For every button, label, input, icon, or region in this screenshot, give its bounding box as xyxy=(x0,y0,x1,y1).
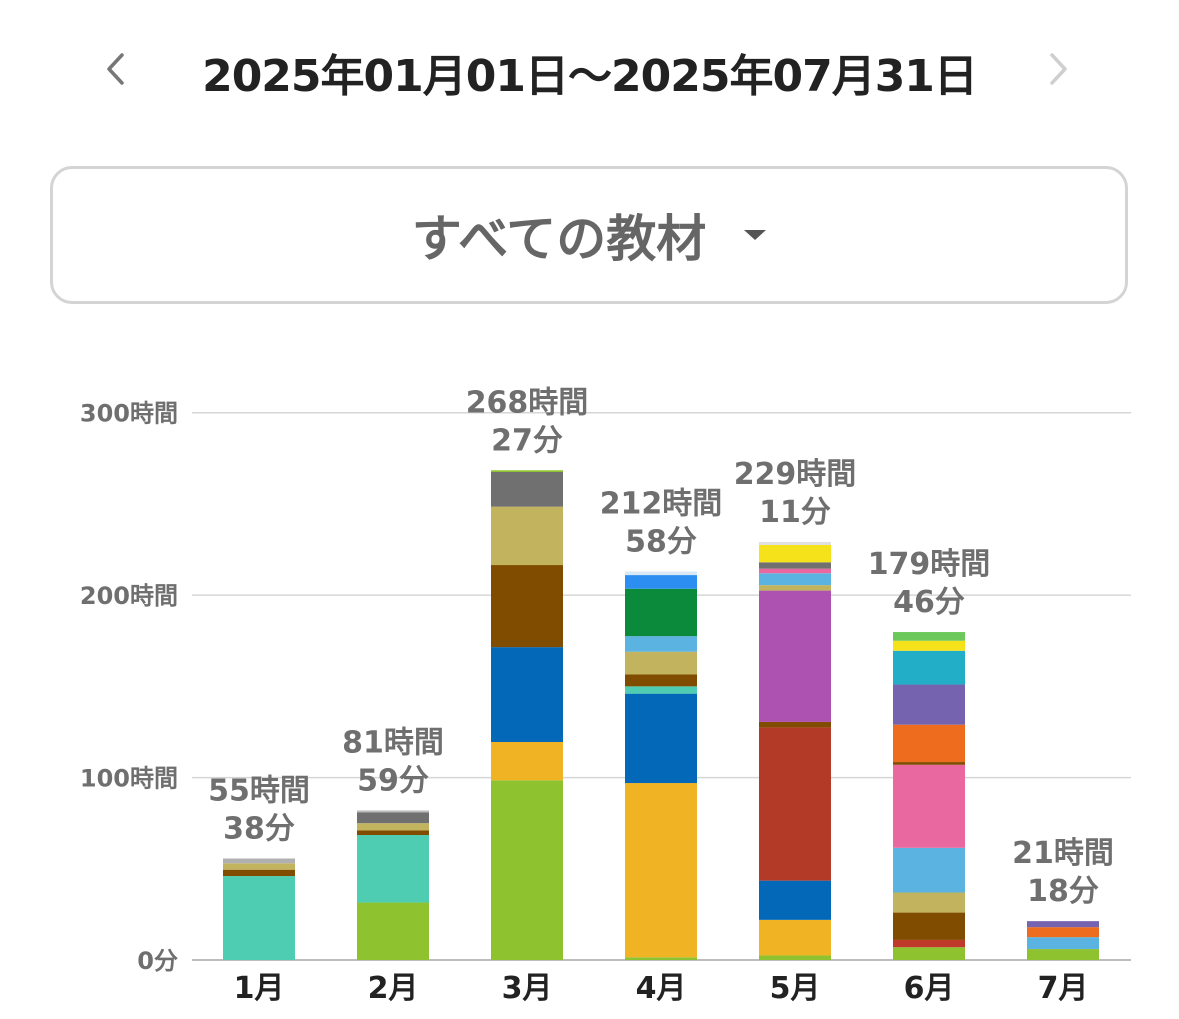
bar-segment xyxy=(625,588,697,637)
bar-segment xyxy=(625,957,697,960)
bar-segment xyxy=(893,912,965,940)
bar-segment xyxy=(759,562,831,569)
bar-segment xyxy=(893,762,965,765)
bar-segment xyxy=(625,674,697,687)
bar-segment xyxy=(223,863,295,870)
bar-segment xyxy=(893,947,965,960)
bar-segment xyxy=(759,590,831,722)
prev-period-button[interactable] xyxy=(90,44,140,94)
bar-segment xyxy=(223,869,295,877)
bar-segment xyxy=(759,568,831,574)
bar-segment xyxy=(759,585,831,591)
bar-segment xyxy=(759,573,831,586)
bar-segment xyxy=(625,571,697,576)
bar-segment xyxy=(625,636,697,652)
bar-segment xyxy=(223,858,295,864)
bar-segment xyxy=(223,876,295,960)
bar-segment xyxy=(357,830,429,836)
bar-total-label: 229時間 xyxy=(734,457,857,492)
bar-segment xyxy=(759,919,831,956)
bar-segment xyxy=(357,902,429,960)
bar-segment xyxy=(759,721,831,728)
x-tick-label: 3月 xyxy=(502,971,553,1006)
bar-total-label: 81時間 xyxy=(342,725,444,760)
bar-segment xyxy=(893,724,965,763)
bar-total-label: 55時間 xyxy=(208,774,310,809)
bar-segment xyxy=(759,880,831,920)
bar-segment xyxy=(1027,927,1099,938)
material-filter-label: すべての教材 xyxy=(411,210,707,268)
bar-total-label: 46分 xyxy=(893,585,965,620)
y-tick-label: 100時間 xyxy=(80,765,178,793)
bar-segment xyxy=(893,892,965,913)
bar-segment xyxy=(1027,921,1099,928)
bar-segment xyxy=(893,632,965,641)
bar-segment xyxy=(357,810,429,813)
bar-total-label: 212時間 xyxy=(600,486,723,521)
bar-segment xyxy=(1027,937,1099,950)
bar-segment xyxy=(1027,949,1099,960)
bar-segment xyxy=(491,647,563,742)
bar-total-label: 59分 xyxy=(357,763,429,798)
bar-total-label: 179時間 xyxy=(868,547,991,582)
x-tick-label: 7月 xyxy=(1038,971,1089,1006)
bar-segment xyxy=(491,565,563,648)
date-range-title: 2025年01月01日〜2025年07月31日 xyxy=(202,51,978,102)
bar-segment xyxy=(357,812,429,824)
bar-segment xyxy=(893,939,965,948)
bar-total-label: 38分 xyxy=(223,812,295,847)
bar-total-label: 27分 xyxy=(491,423,563,458)
bar-segment xyxy=(759,541,831,545)
bar-segment xyxy=(625,575,697,589)
bar-total-label: 21時間 xyxy=(1012,836,1114,871)
chevron-left-icon xyxy=(107,53,124,85)
bar-segment xyxy=(759,727,831,881)
y-tick-label: 300時間 xyxy=(80,400,178,428)
bar-segment xyxy=(357,835,429,903)
chevron-right-icon xyxy=(1050,53,1067,85)
bar-total-label: 18分 xyxy=(1027,874,1099,909)
bar-segment xyxy=(491,506,563,566)
bar-segment xyxy=(625,693,697,784)
bar-total-label: 58分 xyxy=(625,524,697,559)
x-tick-label: 4月 xyxy=(636,971,687,1006)
bar-segment xyxy=(893,684,965,725)
bar-segment xyxy=(491,470,563,472)
bar-segment xyxy=(893,764,965,848)
next-period-button[interactable] xyxy=(1034,44,1084,94)
bar-segment xyxy=(491,471,563,507)
x-tick-label: 5月 xyxy=(770,971,821,1006)
bar-segment xyxy=(759,544,831,563)
bar-segment xyxy=(491,741,563,781)
bar-segment xyxy=(893,640,965,651)
bar-segment xyxy=(893,847,965,893)
bar-segment xyxy=(357,823,429,831)
material-filter-dropdown[interactable]: すべての教材 xyxy=(50,166,1128,304)
bar-segment xyxy=(491,780,563,960)
x-tick-label: 6月 xyxy=(904,971,955,1006)
bar-segment xyxy=(893,650,965,685)
y-tick-label: 0分 xyxy=(137,947,178,975)
bar-total-label: 11分 xyxy=(759,495,831,530)
bar-segment xyxy=(759,955,831,960)
caret-down-icon xyxy=(744,230,767,240)
period-header: 2025年01月01日〜2025年07月31日 xyxy=(0,0,1179,150)
x-tick-label: 1月 xyxy=(234,971,285,1006)
bar-segment xyxy=(625,686,697,694)
bar-segment xyxy=(625,783,697,958)
y-tick-label: 200時間 xyxy=(80,582,178,610)
bar-total-label: 268時間 xyxy=(466,385,589,420)
bar-segment xyxy=(625,651,697,675)
x-tick-label: 2月 xyxy=(368,971,419,1006)
